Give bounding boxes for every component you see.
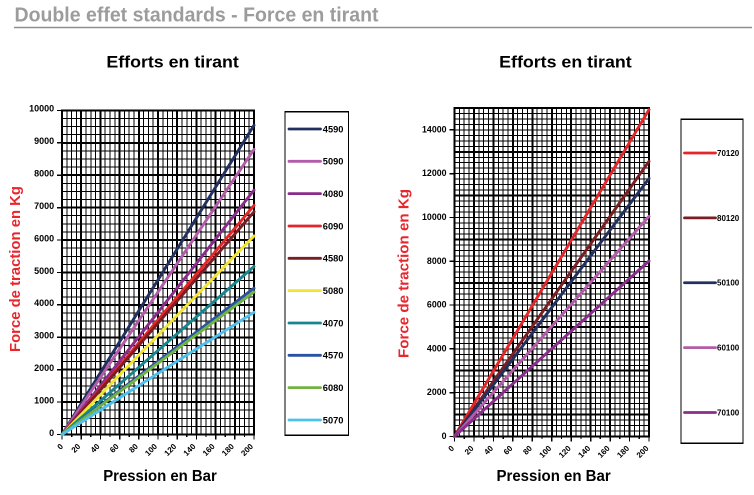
svg-text:4570: 4570: [323, 351, 344, 361]
svg-text:Force de traction en Kg: Force de traction en Kg: [7, 186, 24, 352]
svg-text:8000: 8000: [427, 256, 447, 266]
svg-text:1000: 1000: [34, 395, 54, 405]
svg-text:Efforts en tirant: Efforts en tirant: [106, 53, 239, 72]
svg-text:8000: 8000: [34, 169, 54, 179]
svg-text:80120: 80120: [717, 214, 740, 223]
svg-text:14000: 14000: [422, 124, 447, 134]
svg-text:70100: 70100: [717, 408, 740, 417]
svg-text:Pression en Bar: Pression en Bar: [497, 468, 611, 485]
svg-text:70120: 70120: [717, 149, 740, 158]
svg-text:5000: 5000: [34, 266, 54, 276]
svg-text:Force de traction en Kg: Force de traction en Kg: [396, 189, 413, 358]
svg-text:6000: 6000: [34, 233, 54, 243]
svg-text:4070: 4070: [323, 318, 344, 328]
svg-text:5070: 5070: [323, 415, 344, 425]
svg-text:4590: 4590: [323, 124, 344, 134]
svg-text:4000: 4000: [34, 298, 54, 308]
svg-text:50100: 50100: [717, 279, 740, 288]
svg-text:6080: 6080: [323, 383, 344, 393]
svg-text:4000: 4000: [427, 343, 447, 353]
svg-text:6090: 6090: [323, 221, 344, 231]
svg-text:2000: 2000: [427, 387, 447, 397]
svg-text:7000: 7000: [34, 201, 54, 211]
svg-text:6000: 6000: [427, 300, 447, 310]
svg-text:Pression en Bar: Pression en Bar: [103, 468, 217, 485]
svg-text:0: 0: [442, 431, 447, 441]
svg-text:9000: 9000: [34, 136, 54, 146]
svg-text:3000: 3000: [34, 331, 54, 341]
svg-text:10000: 10000: [29, 104, 54, 114]
svg-text:0: 0: [49, 428, 54, 438]
svg-text:4080: 4080: [323, 189, 344, 199]
svg-text:0: 0: [447, 444, 457, 454]
svg-text:Efforts en tirant: Efforts en tirant: [499, 53, 632, 72]
svg-text:5080: 5080: [323, 286, 344, 296]
svg-text:10000: 10000: [422, 212, 447, 222]
svg-text:5090: 5090: [323, 157, 344, 167]
svg-text:0: 0: [56, 442, 66, 452]
svg-text:2000: 2000: [34, 363, 54, 373]
svg-text:4580: 4580: [323, 254, 344, 264]
svg-text:60100: 60100: [717, 344, 740, 353]
svg-text:12000: 12000: [422, 168, 447, 178]
svg-text:Double effet standards - Force: Double effet standards - Force en tirant: [15, 5, 379, 27]
